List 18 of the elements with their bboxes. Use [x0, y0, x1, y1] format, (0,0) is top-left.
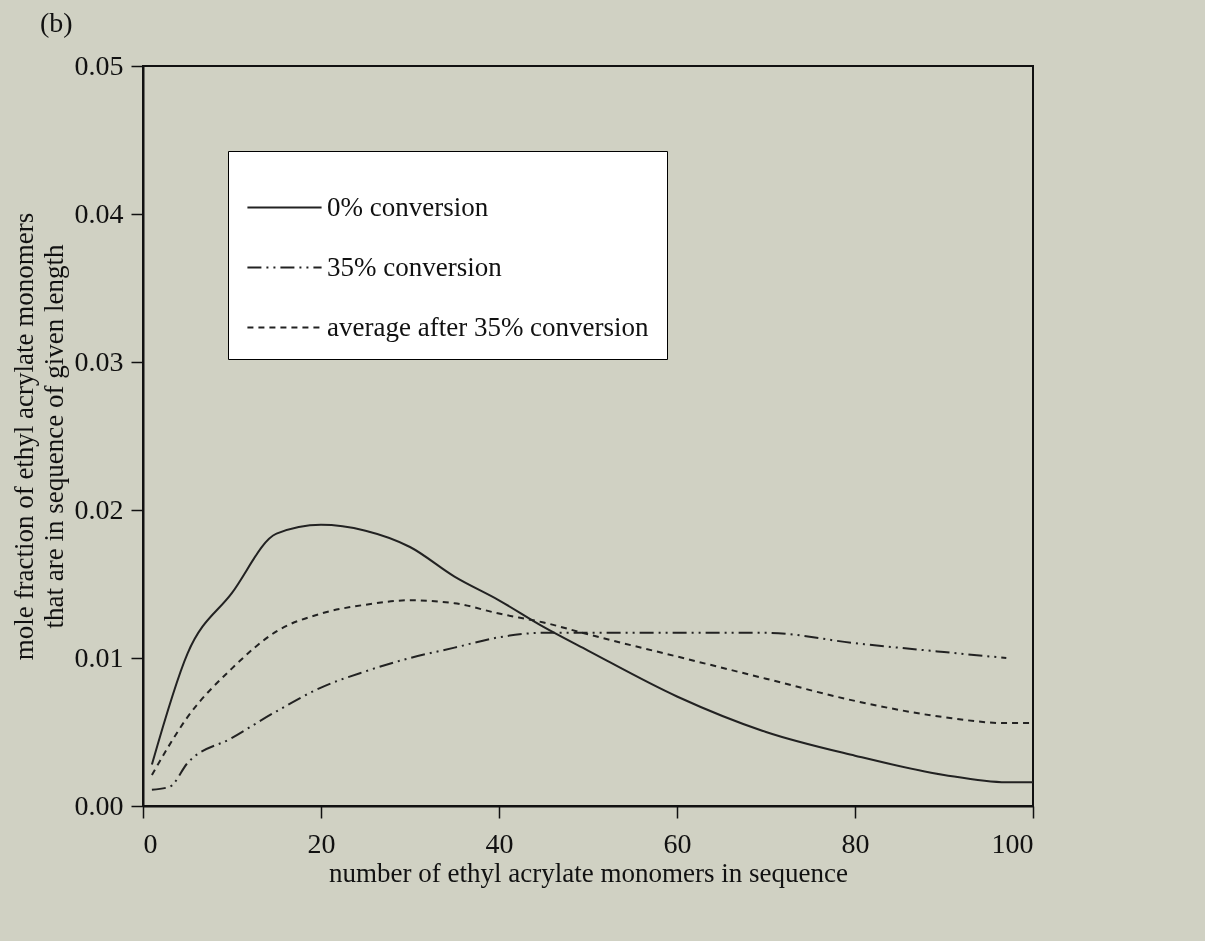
x-tick-label: 40	[485, 827, 514, 859]
legend-label: 0% conversion	[327, 191, 489, 222]
y-tick-label: 0.03	[74, 345, 124, 377]
y-tick-label: 0.00	[74, 789, 124, 821]
y-tick-label: 0.02	[74, 493, 124, 525]
y-tick-label: 0.04	[74, 197, 124, 229]
y-tick-label: 0.05	[74, 49, 124, 81]
x-tick-label: 100	[991, 827, 1034, 859]
x-tick-label: 0	[143, 827, 158, 859]
x-axis-title: number of ethyl acrylate monomers in sequence	[329, 857, 848, 888]
y-tick-label: 0.01	[74, 641, 124, 673]
x-tick-label: 20	[307, 827, 336, 859]
legend-label: average after 35% conversion	[327, 311, 650, 342]
chart-title: (b)	[40, 7, 73, 38]
x-tick-label: 80	[841, 827, 870, 859]
x-tick-label: 60	[663, 827, 692, 859]
y-axis-title: mole fraction of ethyl acrylate monomers that are in sequence of given length	[8, 212, 69, 661]
legend-label: 35% conversion	[327, 251, 503, 282]
